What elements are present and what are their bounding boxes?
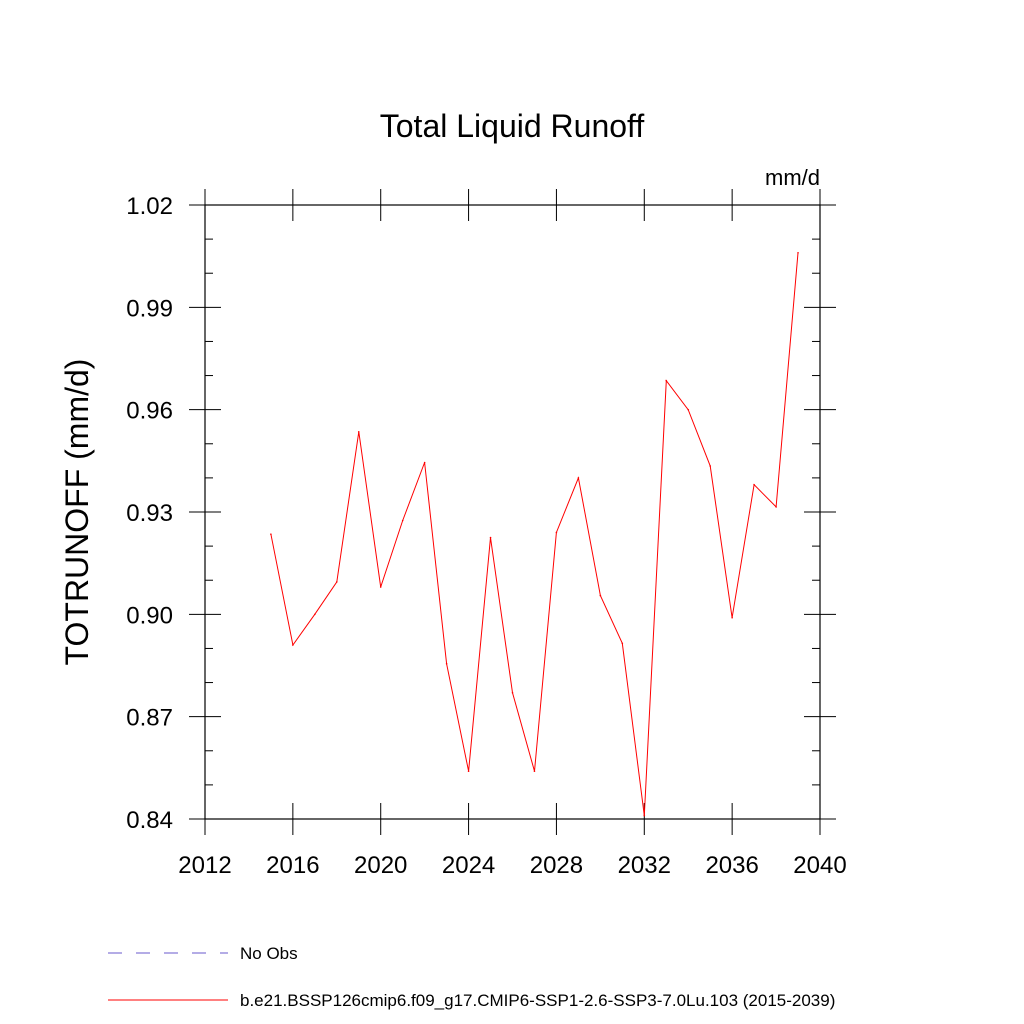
data-point — [379, 586, 382, 588]
data-point — [643, 814, 646, 817]
data-point — [335, 581, 338, 583]
data-series — [270, 251, 799, 817]
x-tick-label: 2020 — [354, 852, 407, 879]
x-tick-label: 2024 — [442, 852, 495, 879]
axis-ticks — [189, 189, 836, 835]
data-point — [687, 408, 690, 411]
plot-frame — [204, 204, 821, 820]
data-point — [753, 483, 755, 486]
data-point — [270, 533, 272, 535]
data-point — [533, 770, 536, 773]
y-tick-label: 0.84 — [126, 807, 173, 834]
y-tick-label: 0.99 — [126, 295, 173, 322]
y-tick-label: 0.90 — [126, 602, 173, 629]
data-point — [709, 465, 711, 467]
legend: No Obs b.e21.BSSP126cmip6.f09_g17.CMIP6-… — [108, 944, 835, 1010]
legend-label-model: b.e21.BSSP126cmip6.f09_g17.CMIP6-SSP1-2.… — [240, 991, 835, 1010]
x-tick-label: 2028 — [530, 852, 583, 879]
legend-label-no-obs: No Obs — [240, 944, 298, 963]
y-axis-label: TOTRUNOFF (mm/d) — [59, 359, 95, 666]
y-tick-label: 0.87 — [126, 705, 173, 732]
data-point — [577, 477, 580, 479]
data-point — [621, 642, 624, 645]
data-point — [314, 613, 316, 616]
data-point — [489, 536, 492, 539]
y-tick-label: 1.02 — [126, 193, 173, 220]
axis-tick-labels: 2012 2016 2020 2024 2028 2032 2036 2040 0.84 0.87… — [126, 193, 846, 879]
x-tick-label: 2032 — [618, 852, 671, 879]
data-point — [731, 616, 733, 619]
data-point — [292, 644, 294, 646]
series-line-0 — [270, 252, 799, 816]
units-label: mm/d — [765, 165, 820, 190]
chart-title: Total Liquid Runoff — [380, 108, 645, 144]
x-tick-label: 2040 — [793, 852, 846, 879]
data-point — [665, 379, 668, 382]
x-tick-label: 2016 — [266, 852, 319, 879]
data-point — [511, 691, 514, 694]
y-tick-label: 0.93 — [126, 500, 173, 527]
data-point — [445, 662, 448, 665]
data-point — [599, 594, 602, 597]
y-tick-label: 0.96 — [126, 398, 173, 425]
x-tick-label: 2012 — [178, 852, 231, 879]
data-point — [775, 506, 777, 508]
data-point — [467, 770, 470, 773]
data-point — [797, 251, 799, 254]
data-point — [423, 461, 426, 464]
data-point — [555, 531, 558, 534]
data-point — [357, 431, 360, 433]
x-tick-label: 2036 — [705, 852, 758, 879]
data-point — [401, 519, 404, 522]
